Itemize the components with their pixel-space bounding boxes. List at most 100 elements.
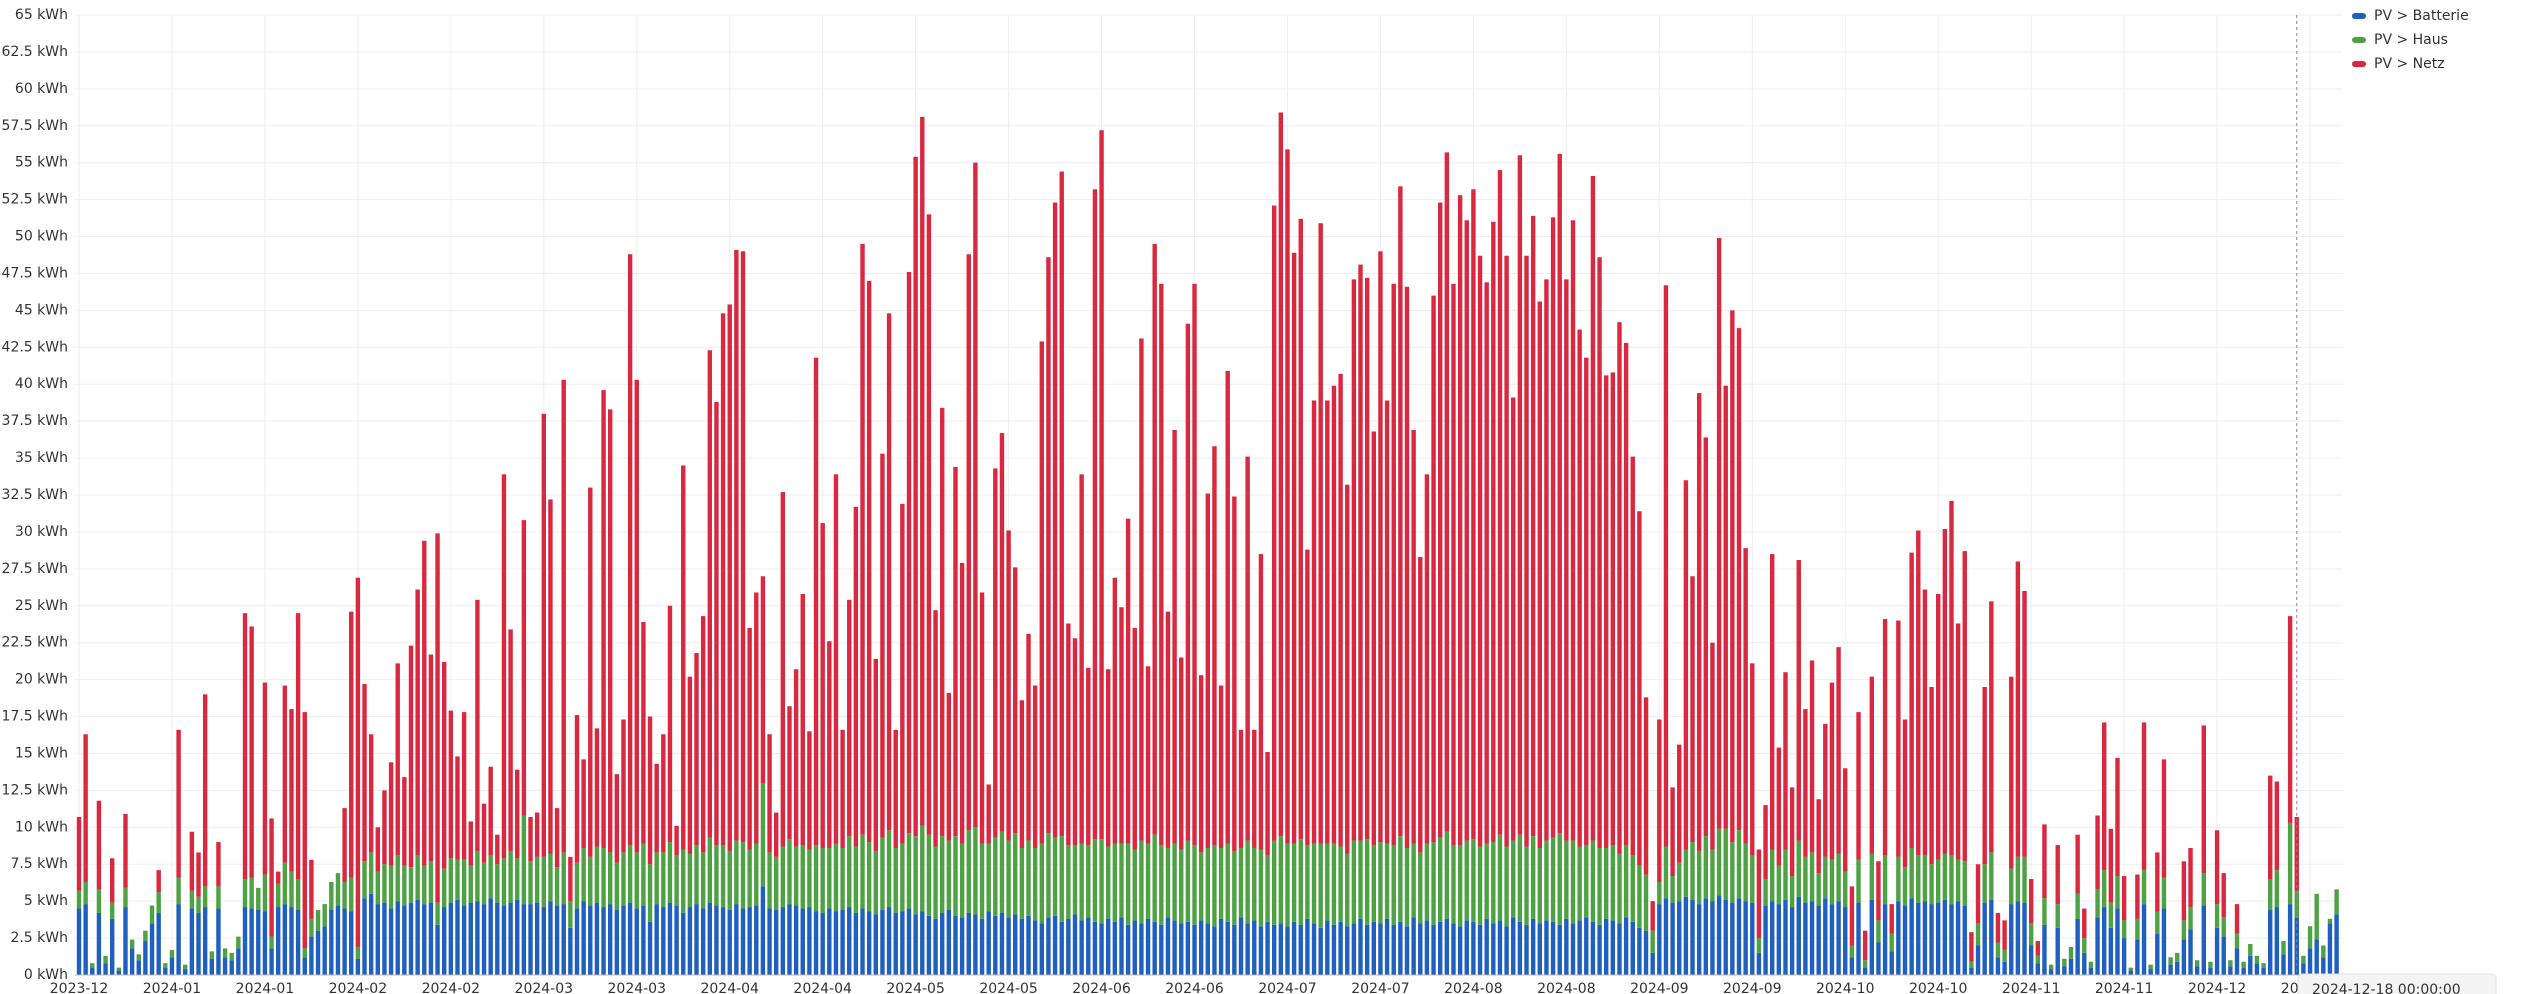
bar-segment — [1052, 837, 1058, 916]
bar-segment — [83, 734, 88, 882]
bar-segment — [1936, 593, 1941, 860]
bar-segment — [1477, 255, 1483, 847]
bar-segment — [793, 669, 799, 847]
bar-segment — [342, 881, 347, 909]
bar-segment — [2175, 952, 2180, 962]
x-tick-label: 2024-08 — [1444, 981, 1503, 994]
bar-segment — [2248, 955, 2253, 975]
bar-segment — [880, 910, 885, 975]
bar-segment — [375, 871, 380, 905]
bar-segment — [614, 774, 620, 863]
bar-segment — [428, 654, 434, 862]
bar-segment — [1584, 917, 1589, 975]
bar-segment — [1949, 855, 1954, 905]
bar-segment — [1909, 898, 1914, 975]
bar-segment — [2194, 966, 2200, 975]
bar-segment — [2082, 908, 2087, 939]
bar-segment — [448, 710, 454, 859]
bar-segment — [1019, 918, 1025, 975]
bar-segment — [2188, 907, 2193, 930]
bar-segment — [2135, 939, 2140, 975]
bar-segment — [2108, 828, 2114, 903]
bar-segment — [2088, 961, 2094, 968]
bar-segment — [1132, 849, 1137, 921]
x-tick-label: 2024-02 — [329, 981, 388, 994]
bar-segment — [196, 912, 201, 975]
bar-segment — [707, 902, 712, 975]
bar-segment — [289, 907, 294, 975]
bar-segment — [1106, 669, 1111, 847]
x-tick-label: 2024-07 — [1258, 981, 1317, 994]
bar-segment — [667, 902, 673, 975]
bar-segment — [1464, 220, 1469, 841]
bar-segment — [853, 506, 859, 847]
bar-segment — [269, 936, 274, 949]
bar-segment — [322, 904, 327, 927]
legend-label: PV > Netz — [2374, 56, 2445, 72]
bar-segment — [866, 911, 872, 975]
bar-segment — [1185, 921, 1191, 975]
x-tick-label: 2024-09 — [1630, 981, 1689, 994]
bar-segment — [681, 912, 686, 975]
bar-segment — [1623, 917, 1629, 975]
bar-segment — [1530, 215, 1536, 837]
bar-segment — [1889, 933, 1894, 952]
bar-segment — [1471, 839, 1476, 922]
bar-segment — [1444, 831, 1450, 919]
bar-segment — [448, 902, 454, 975]
bar-segment — [727, 850, 732, 911]
bar-segment — [720, 313, 726, 846]
bar-segment — [309, 918, 314, 937]
bar-segment — [740, 842, 746, 909]
bar-segment — [222, 957, 228, 975]
bar-segment — [1066, 845, 1071, 919]
bar-segment — [674, 855, 679, 906]
bar-segment — [661, 907, 666, 975]
bar-segment — [1079, 843, 1084, 921]
bar-segment — [1179, 657, 1184, 850]
bar-segment — [946, 840, 952, 911]
bar-segment — [627, 254, 633, 846]
bar-segment — [714, 401, 719, 846]
bar-segment — [1006, 840, 1011, 918]
bar-segment — [1889, 904, 1894, 934]
bar-segment — [1809, 901, 1815, 975]
bar-segment — [654, 763, 659, 853]
bar-segment — [1564, 840, 1569, 919]
bar-segment — [2314, 893, 2319, 940]
bar-segment — [700, 616, 706, 853]
bar-segment — [1119, 917, 1124, 975]
bar-segment — [475, 599, 480, 851]
bar-segment — [1424, 474, 1430, 844]
bar-segment — [1637, 865, 1642, 928]
y-tick-label: 50 kWh — [15, 229, 68, 245]
bar-segment — [1537, 923, 1542, 975]
bar-segment — [681, 465, 686, 850]
bar-segment — [1404, 926, 1410, 975]
bar-segment — [1391, 924, 1396, 975]
bar-segment — [382, 902, 387, 975]
bar-segment — [189, 831, 195, 891]
bar-segment — [1537, 847, 1542, 924]
bar-segment — [1132, 920, 1137, 975]
bar-segment — [1052, 202, 1058, 838]
bar-segment — [667, 605, 673, 843]
bar-segment — [1882, 855, 1888, 905]
bar-segment — [2062, 966, 2067, 975]
bar-segment — [1723, 899, 1728, 975]
bar-segment — [1796, 896, 1801, 975]
bar-segment — [2201, 905, 2206, 975]
bar-segment — [780, 492, 786, 847]
y-tick-label: 10 kWh — [15, 819, 68, 835]
bar-segment — [687, 676, 693, 854]
bar-segment — [1657, 719, 1662, 882]
bar-segment — [1683, 896, 1689, 975]
bar-segment — [754, 592, 759, 844]
bar-segment — [1982, 864, 1987, 903]
bar-segment — [2314, 939, 2319, 975]
bar-segment — [1438, 202, 1443, 838]
bar-segment — [1922, 855, 1928, 902]
bar-segment — [1524, 846, 1529, 925]
bar-segment — [1484, 282, 1489, 844]
bar-segment — [2082, 952, 2087, 975]
